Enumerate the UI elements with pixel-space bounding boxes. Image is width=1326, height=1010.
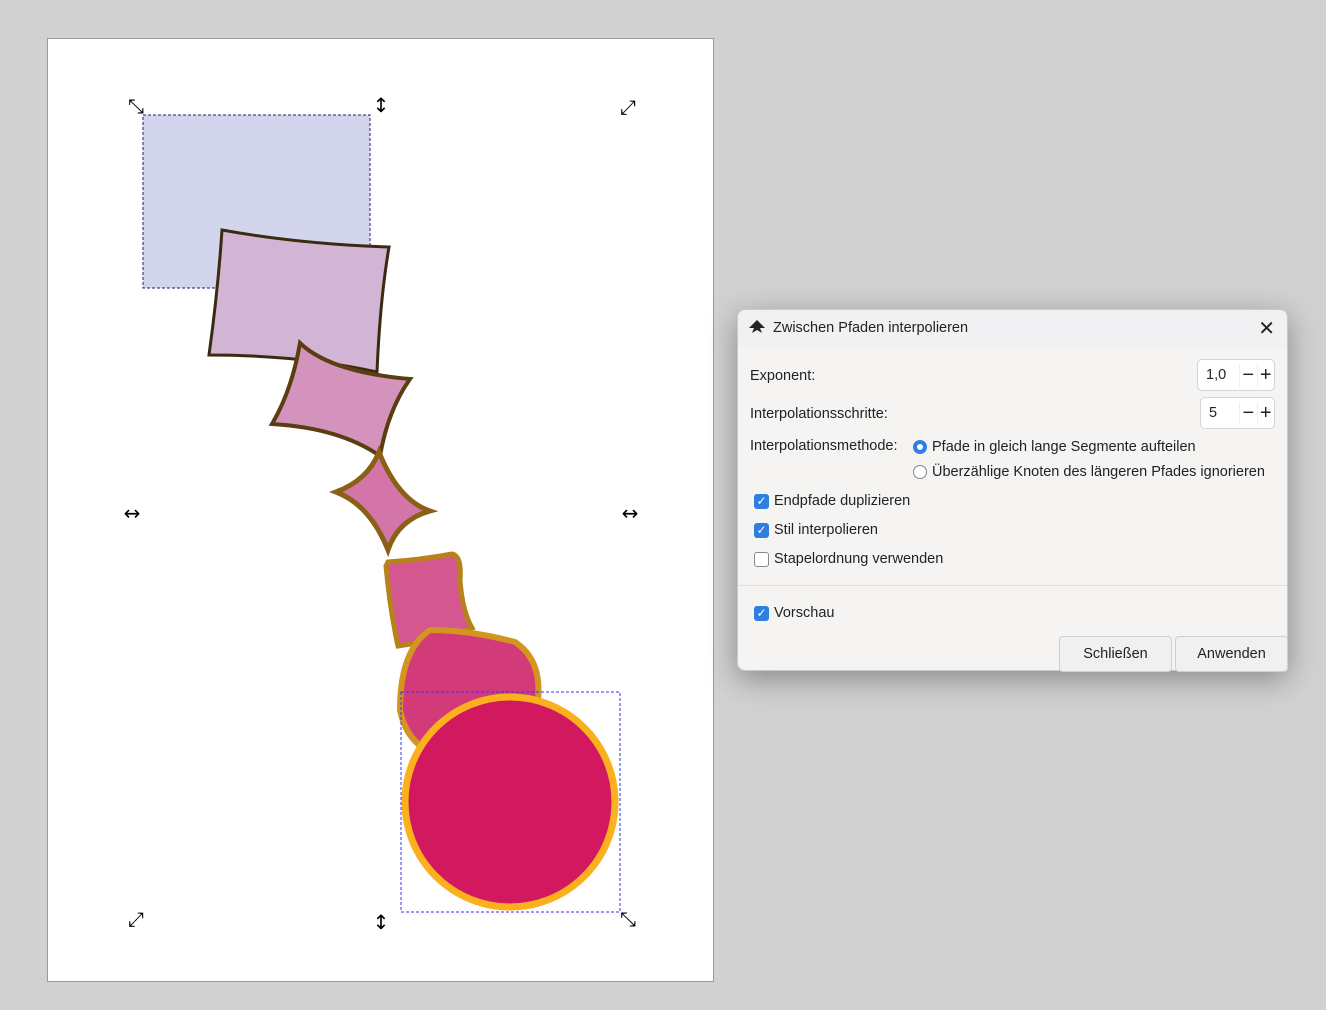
checkbox-label: Stil interpolieren: [774, 522, 878, 538]
dialog-titlebar[interactable]: Zwischen Pfaden interpolieren ✕: [738, 310, 1287, 347]
interpolated-step-4[interactable]: [383, 551, 476, 649]
checkbox-duplicate-endpaths[interactable]: ✓ Endpfade duplizieren: [754, 493, 910, 509]
method-option-ignore-nodes[interactable]: Überzählige Knoten des längeren Pfades i…: [913, 464, 1265, 480]
exponent-label: Exponent:: [750, 368, 816, 384]
method-option-label: Überzählige Knoten des längeren Pfades i…: [932, 464, 1265, 480]
scale-handle-se-icon[interactable]: ⤡: [620, 907, 636, 931]
check-icon[interactable]: ✓: [754, 493, 769, 509]
interpolate-dialog: Zwischen Pfaden interpolieren ✕ Exponent…: [737, 309, 1288, 672]
method-option-segments[interactable]: Pfade in gleich lange Segmente aufteilen: [913, 439, 1196, 455]
dialog-title: Zwischen Pfaden interpolieren: [773, 320, 969, 336]
scale-handle-e-icon[interactable]: ↔: [622, 501, 639, 525]
scale-handle-n-icon[interactable]: ↕: [373, 93, 390, 117]
steps-spinbox[interactable]: 5 − +: [1200, 397, 1275, 429]
steps-value[interactable]: 5: [1209, 405, 1218, 421]
method-option-label: Pfade in gleich lange Segmente aufteilen: [932, 439, 1196, 455]
interpolated-step-3[interactable]: [328, 445, 439, 558]
selection-bbox: [400, 691, 621, 913]
end-circle[interactable]: [401, 693, 619, 911]
scale-handle-ne-icon[interactable]: ⤢: [620, 95, 636, 119]
checkbox-label: Vorschau: [774, 605, 835, 621]
inkscape-logo-icon: [749, 320, 765, 333]
scale-handle-sw-icon[interactable]: ⤢: [128, 907, 144, 931]
divider: [738, 585, 1287, 586]
exponent-increment-button[interactable]: +: [1256, 363, 1275, 387]
close-icon[interactable]: ✕: [1258, 318, 1275, 340]
checkbox-label: Endpfade duplizieren: [774, 493, 911, 509]
steps-decrement-button[interactable]: −: [1239, 401, 1256, 425]
close-button[interactable]: Schließen: [1059, 636, 1172, 672]
checkbox-interpolate-style[interactable]: ✓ Stil interpolieren: [754, 522, 878, 538]
check-icon[interactable]: ✓: [754, 522, 769, 538]
interpolated-step-1[interactable]: [207, 228, 391, 374]
checkbox-label: Stapelordnung verwenden: [774, 551, 944, 567]
scale-handle-s-icon[interactable]: ↕: [373, 910, 390, 934]
exponent-spinbox[interactable]: 1,0 − +: [1197, 359, 1275, 391]
scale-handle-nw-icon[interactable]: ⤡: [128, 94, 144, 118]
apply-button[interactable]: Anwenden: [1175, 636, 1288, 672]
method-label: Interpolationsmethode:: [750, 438, 898, 454]
checkbox-preview[interactable]: ✓ Vorschau: [754, 605, 834, 621]
check-icon[interactable]: ✓: [754, 605, 769, 621]
checkbox-empty[interactable]: [754, 551, 769, 567]
exponent-value[interactable]: 1,0: [1206, 367, 1227, 383]
radio-unselected[interactable]: [913, 465, 927, 479]
checkbox-z-order[interactable]: Stapelordnung verwenden: [754, 551, 943, 567]
steps-increment-button[interactable]: +: [1256, 401, 1274, 425]
steps-label: Interpolationsschritte:: [750, 406, 888, 422]
scale-handle-w-icon[interactable]: ↔: [124, 501, 141, 525]
radio-selected[interactable]: [913, 440, 927, 454]
exponent-decrement-button[interactable]: −: [1239, 363, 1257, 387]
